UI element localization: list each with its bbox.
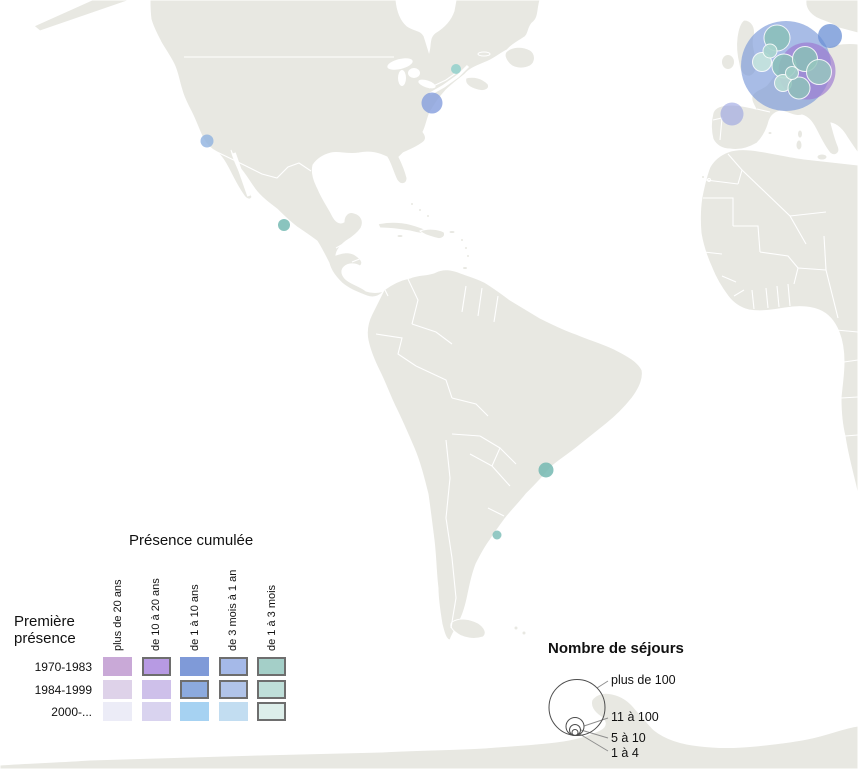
map-bubble-us-northeast bbox=[421, 92, 443, 114]
map-bubble-europe-teal-6 bbox=[806, 59, 832, 85]
land-hispaniola bbox=[419, 228, 445, 239]
map-bubble-europe-teal-8 bbox=[787, 76, 811, 100]
size-legend-circle bbox=[571, 729, 579, 736]
land-jamaica bbox=[396, 234, 404, 238]
land-antilles bbox=[466, 254, 470, 258]
land-bahamas bbox=[410, 202, 414, 206]
lake-superior bbox=[387, 58, 413, 70]
land-siberia-sliver bbox=[33, 0, 131, 32]
land-africa bbox=[699, 149, 858, 497]
land-falklands bbox=[513, 625, 519, 631]
map-bubble-iberia bbox=[720, 102, 744, 126]
size-legend-leader-lines bbox=[577, 680, 609, 752]
map-bubble-uruguay bbox=[492, 530, 502, 540]
land-nova-scotia bbox=[465, 76, 489, 91]
gulf-of-california bbox=[232, 152, 251, 197]
st-lawrence-river bbox=[429, 64, 470, 96]
land-south-america bbox=[366, 269, 643, 641]
land-ireland bbox=[721, 54, 735, 70]
map-bubble-quebec bbox=[451, 64, 461, 74]
land-sardinia bbox=[795, 139, 803, 151]
land-scandinavia bbox=[805, 0, 858, 34]
map-bubble-europe-teal-3 bbox=[762, 43, 778, 59]
land-sicily bbox=[816, 153, 828, 161]
lake-erie-ontario bbox=[418, 79, 436, 89]
land-trinidad bbox=[462, 266, 468, 270]
land-balearics bbox=[767, 131, 773, 135]
land-anticosti bbox=[477, 51, 491, 57]
size-legend-circles bbox=[548, 679, 606, 736]
land-newfoundland bbox=[504, 46, 535, 69]
land-puerto-rico bbox=[448, 230, 456, 234]
land-antilles bbox=[464, 246, 468, 250]
map-bubble-mexico bbox=[278, 219, 290, 231]
land-canaries bbox=[701, 175, 705, 179]
land-bahamas bbox=[426, 214, 430, 218]
water-channels bbox=[232, 64, 470, 197]
land-bahamas bbox=[418, 208, 422, 212]
land-antilles bbox=[460, 238, 464, 242]
land-tierra-del-fuego bbox=[450, 618, 486, 639]
land-falklands bbox=[521, 630, 527, 636]
map-bubble-brazil-southeast bbox=[538, 462, 554, 478]
land-north-america bbox=[149, 0, 541, 298]
map-bubbles bbox=[200, 21, 842, 540]
lake-huron bbox=[408, 68, 420, 78]
lakes bbox=[387, 58, 436, 89]
map-bubble-us-west-coast bbox=[200, 134, 214, 148]
land-corsica bbox=[797, 129, 803, 139]
map-bubble-eastern-europe bbox=[818, 24, 842, 48]
lake-michigan bbox=[398, 70, 406, 86]
map-bubble-europe-teal-9 bbox=[785, 66, 799, 80]
